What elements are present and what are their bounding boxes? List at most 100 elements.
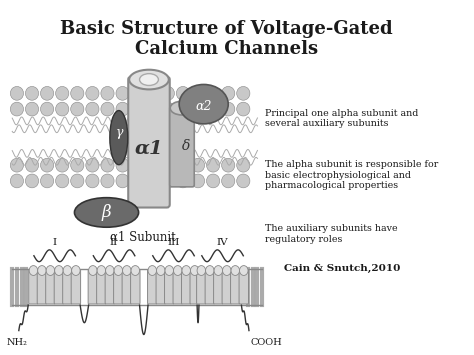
Circle shape xyxy=(237,174,250,188)
FancyBboxPatch shape xyxy=(63,269,72,304)
Circle shape xyxy=(207,87,220,100)
Circle shape xyxy=(10,174,24,188)
Circle shape xyxy=(40,158,54,172)
FancyBboxPatch shape xyxy=(128,77,170,208)
Ellipse shape xyxy=(74,198,138,227)
Ellipse shape xyxy=(72,266,80,275)
Circle shape xyxy=(176,158,190,172)
Circle shape xyxy=(191,158,205,172)
Circle shape xyxy=(71,87,84,100)
Circle shape xyxy=(146,174,159,188)
Circle shape xyxy=(26,158,38,172)
Ellipse shape xyxy=(239,266,248,275)
Text: NH₂: NH₂ xyxy=(7,338,27,348)
Text: α1 Subunit: α1 Subunit xyxy=(109,231,175,244)
Circle shape xyxy=(86,87,99,100)
FancyBboxPatch shape xyxy=(130,269,140,304)
Ellipse shape xyxy=(63,266,72,275)
Circle shape xyxy=(131,174,144,188)
Circle shape xyxy=(71,158,84,172)
FancyBboxPatch shape xyxy=(222,269,231,304)
Circle shape xyxy=(10,87,24,100)
Text: IV: IV xyxy=(217,239,228,247)
Circle shape xyxy=(10,102,24,116)
Text: Basic Structure of Voltage-Gated: Basic Structure of Voltage-Gated xyxy=(60,21,392,38)
FancyBboxPatch shape xyxy=(97,269,106,304)
Ellipse shape xyxy=(170,101,194,115)
Ellipse shape xyxy=(156,266,165,275)
Ellipse shape xyxy=(139,73,158,86)
FancyBboxPatch shape xyxy=(122,269,131,304)
Ellipse shape xyxy=(123,266,131,275)
FancyBboxPatch shape xyxy=(147,269,157,304)
Circle shape xyxy=(26,174,38,188)
Circle shape xyxy=(191,87,205,100)
Ellipse shape xyxy=(191,266,199,275)
Ellipse shape xyxy=(182,266,191,275)
Circle shape xyxy=(86,158,99,172)
FancyBboxPatch shape xyxy=(37,269,46,304)
Text: Principal one alpha subunit and
several auxiliary subunits: Principal one alpha subunit and several … xyxy=(265,109,419,129)
Circle shape xyxy=(176,174,190,188)
Ellipse shape xyxy=(173,266,182,275)
Ellipse shape xyxy=(114,266,123,275)
Ellipse shape xyxy=(223,266,231,275)
FancyBboxPatch shape xyxy=(54,269,64,304)
Circle shape xyxy=(176,87,190,100)
Circle shape xyxy=(26,102,38,116)
Text: α2: α2 xyxy=(195,100,212,113)
Ellipse shape xyxy=(231,266,239,275)
FancyBboxPatch shape xyxy=(105,269,115,304)
Text: II: II xyxy=(110,239,118,247)
Circle shape xyxy=(40,102,54,116)
Circle shape xyxy=(207,158,220,172)
FancyBboxPatch shape xyxy=(205,269,215,304)
Ellipse shape xyxy=(46,266,55,275)
Circle shape xyxy=(40,174,54,188)
Circle shape xyxy=(101,158,114,172)
Circle shape xyxy=(146,158,159,172)
FancyBboxPatch shape xyxy=(230,269,240,304)
Circle shape xyxy=(116,158,129,172)
Circle shape xyxy=(222,158,235,172)
Circle shape xyxy=(71,174,84,188)
FancyBboxPatch shape xyxy=(239,269,248,304)
Circle shape xyxy=(116,87,129,100)
Circle shape xyxy=(101,102,114,116)
FancyBboxPatch shape xyxy=(170,106,194,187)
Circle shape xyxy=(161,102,174,116)
Ellipse shape xyxy=(131,266,139,275)
FancyBboxPatch shape xyxy=(197,269,206,304)
Circle shape xyxy=(131,87,144,100)
FancyBboxPatch shape xyxy=(46,269,55,304)
Circle shape xyxy=(222,102,235,116)
Ellipse shape xyxy=(89,266,97,275)
Circle shape xyxy=(10,158,24,172)
Circle shape xyxy=(191,102,205,116)
Circle shape xyxy=(161,174,174,188)
Text: β: β xyxy=(102,204,111,221)
Circle shape xyxy=(55,158,69,172)
Circle shape xyxy=(26,87,38,100)
Text: III: III xyxy=(167,239,180,247)
Circle shape xyxy=(191,174,205,188)
Text: α1: α1 xyxy=(135,140,163,158)
Circle shape xyxy=(161,158,174,172)
FancyBboxPatch shape xyxy=(190,269,200,304)
Ellipse shape xyxy=(179,84,228,124)
Circle shape xyxy=(116,174,129,188)
Circle shape xyxy=(55,174,69,188)
Ellipse shape xyxy=(206,266,214,275)
Text: I: I xyxy=(53,239,57,247)
FancyBboxPatch shape xyxy=(71,269,81,304)
FancyBboxPatch shape xyxy=(173,269,182,304)
Ellipse shape xyxy=(214,266,223,275)
Ellipse shape xyxy=(110,110,128,165)
FancyBboxPatch shape xyxy=(164,269,174,304)
Ellipse shape xyxy=(165,266,173,275)
Circle shape xyxy=(86,102,99,116)
Ellipse shape xyxy=(37,266,46,275)
Circle shape xyxy=(237,87,250,100)
Text: The auxiliary subunits have
regulatory roles: The auxiliary subunits have regulatory r… xyxy=(265,224,398,244)
Ellipse shape xyxy=(197,266,206,275)
